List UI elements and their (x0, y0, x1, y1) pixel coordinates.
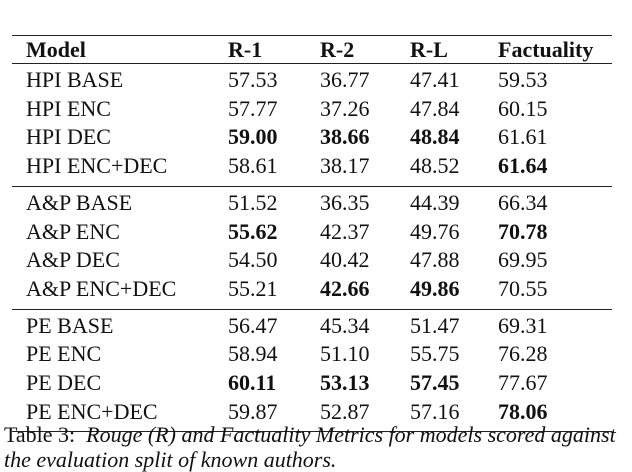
metric-cell: 57.45 (410, 370, 460, 395)
metric-cell: 70.78 (498, 218, 548, 244)
metric-cell: 52.87 (320, 398, 370, 424)
metric-cell: 51.10 (320, 341, 370, 367)
metric-cell: 54.50 (228, 247, 278, 273)
model-name: PE BASE (26, 312, 114, 338)
metric-cell: 58.94 (228, 341, 278, 367)
metric-cell: 69.95 (498, 247, 548, 273)
metric-cell: 57.77 (228, 95, 278, 121)
metric-cell: 48.84 (410, 124, 460, 150)
metric-cell: 38.17 (320, 153, 370, 179)
metric-cell: 47.84 (410, 95, 460, 121)
metric-cell: 49.86 (410, 275, 460, 301)
caption-label: Table 3: (4, 422, 76, 447)
metric-cell: 69.31 (498, 312, 548, 338)
caption: Table 3: Rouge (R) and Factuality Metric… (4, 422, 632, 472)
metric-cell: 55.21 (228, 275, 278, 301)
model-name: HPI DEC (26, 124, 111, 150)
metric-cell: 48.52 (410, 153, 460, 179)
model-name: A&P ENC (26, 218, 120, 244)
metric-cell: 60.15 (498, 95, 548, 121)
metric-cell: 36.77 (320, 67, 370, 92)
model-name: PE ENC (26, 341, 102, 367)
bottom-rule (12, 431, 612, 433)
column-header: R-1 (228, 37, 263, 62)
model-name: PE DEC (26, 370, 102, 395)
metric-cell: 78.06 (498, 398, 548, 424)
model-name: A&P ENC+DEC (26, 275, 177, 301)
metric-cell: 55.75 (410, 341, 460, 367)
top-rule (12, 35, 612, 36)
metric-cell: 49.76 (410, 218, 460, 244)
page: Model R-1 R-2 R-L Factuality HPI BASE 57.53 36.… (4, 35, 616, 472)
model-name: PE ENC+DEC (26, 398, 158, 424)
metric-cell: 61.64 (498, 153, 548, 179)
metric-cell: 40.42 (320, 247, 370, 273)
metric-cell: 42.66 (320, 275, 370, 301)
metric-cell: 60.11 (228, 370, 277, 395)
metric-cell: 36.35 (320, 189, 370, 215)
metric-cell: 51.52 (228, 189, 278, 215)
metric-cell: 59.00 (228, 124, 278, 150)
metric-cell: 66.34 (498, 189, 548, 215)
metric-cell: 45.34 (320, 312, 370, 338)
metric-cell: 56.47 (228, 312, 278, 338)
metric-cell: 37.26 (320, 95, 370, 121)
model-name: A&P BASE (26, 189, 133, 215)
model-name: HPI BASE (26, 67, 124, 92)
metric-cell: 70.55 (498, 275, 548, 301)
metric-cell: 57.16 (410, 398, 460, 424)
metric-cell: 61.61 (498, 124, 548, 150)
model-name: A&P DEC (26, 247, 120, 273)
caption-text: Rouge (R) and Factuality Metrics for mod… (4, 422, 616, 472)
metric-cell: 76.28 (498, 341, 548, 367)
metric-cell: 59.53 (498, 67, 548, 92)
column-header: Model (26, 37, 86, 62)
rule (12, 63, 612, 64)
metric-cell: 44.39 (410, 189, 460, 215)
metric-cell: 51.47 (410, 312, 460, 338)
model-name: HPI ENC (26, 95, 111, 121)
metric-cell: 47.88 (410, 247, 460, 273)
metric-cell: 53.13 (320, 370, 370, 395)
metric-cell: 38.66 (320, 124, 370, 150)
model-name: HPI ENC+DEC (26, 153, 168, 179)
metric-cell: 77.67 (498, 370, 548, 395)
metric-cell: 58.61 (228, 153, 278, 179)
metric-cell: 42.37 (320, 218, 370, 244)
metric-cell: 59.87 (228, 398, 278, 424)
metric-cell: 55.62 (228, 218, 278, 244)
metric-cell: 47.41 (410, 67, 460, 92)
metric-cell: 57.53 (228, 67, 278, 92)
column-header: R-2 (320, 37, 355, 62)
column-header: Factuality (498, 37, 594, 62)
column-header: R-L (410, 37, 448, 62)
rule (12, 185, 612, 187)
rule (12, 308, 612, 310)
